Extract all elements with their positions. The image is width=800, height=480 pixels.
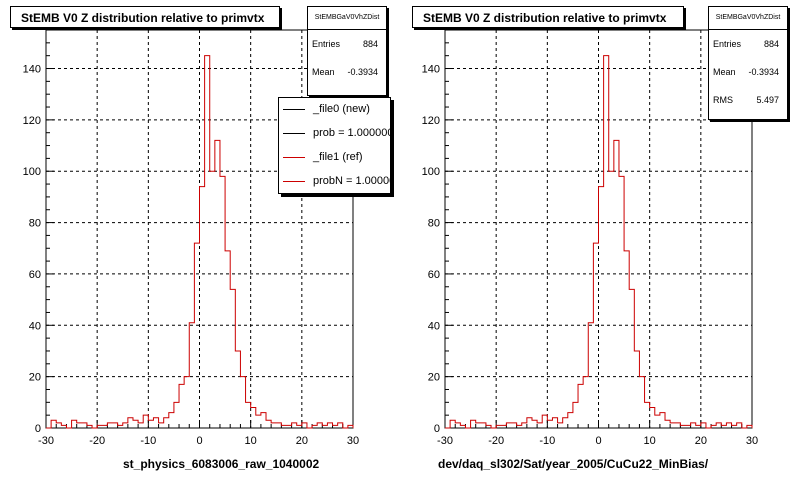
left-stats-row-entries: Entries 884: [308, 30, 386, 58]
legend-swatch: [283, 133, 305, 134]
right-x-axis-label: dev/daq_sl302/Sat/year_2005/CuCu22_MinBi…: [438, 457, 709, 471]
right-pad: -30 -20 -10 0 10 20 30 0 20 40 60 80 100 120 140 StEMB…: [400, 0, 795, 480]
right-stats-row-entries: Entries 884: [709, 30, 787, 58]
histogram-series-line: [46, 55, 354, 429]
left-plot-title: StEMB V0 Z distribution relative to prim…: [10, 6, 280, 28]
x-tick-label: 0: [196, 435, 202, 447]
y-tick-label: 140: [23, 64, 41, 76]
x-tick-label: 10: [644, 435, 656, 447]
y-tick-label: 80: [428, 218, 440, 230]
left-histogram-plot: -30 -20 -10 0 10 20 30 0 20 40 60 80 100 120 140: [23, 29, 359, 447]
left-stats-name: StEMBGaV0VhZDist: [308, 7, 386, 30]
right-stats-box: StEMBGaV0VhZDist Entries 884 Mean -0.393…: [708, 6, 788, 120]
y-tick-label: 140: [422, 64, 440, 76]
x-tick-label: 0: [595, 435, 601, 447]
x-tick-label: 10: [245, 435, 257, 447]
y-tick-label: 80: [29, 218, 41, 230]
legend-label: _file1 (ref): [313, 151, 363, 163]
y-tick-label: 40: [428, 320, 440, 332]
y-tick-label: 0: [434, 423, 440, 435]
x-tick-label: -20: [488, 435, 504, 447]
right-histogram-plot: -30 -20 -10 0 10 20 30 0 20 40 60 80 100 120 140: [422, 29, 758, 447]
x-tick-label: -30: [38, 435, 54, 447]
x-tick-label: -30: [437, 435, 453, 447]
y-tick-label: 60: [428, 269, 440, 281]
left-pad: -30 -20 -10 0 10 20 30 0 20 40 60 80 100 120 140 StEMB…: [0, 0, 395, 480]
legend-entry: _file0 (new): [279, 98, 390, 122]
stats-value: -0.3934: [748, 67, 779, 77]
legend-label: prob = 1.000000: [313, 127, 391, 139]
stats-key: Mean: [312, 67, 335, 77]
legend-swatch: [283, 157, 305, 158]
legend-label: probN = 1.000000: [313, 175, 390, 187]
y-tick-label: 120: [23, 115, 41, 127]
right-stats-row-mean: Mean -0.3934: [709, 58, 787, 86]
legend-label: _file0 (new): [313, 103, 370, 115]
y-tick-label: 100: [422, 166, 440, 178]
stats-key: Entries: [312, 39, 341, 49]
x-tick-label: 20: [695, 435, 707, 447]
legend-box: _file0 (new) prob = 1.000000 _file1 (ref…: [278, 97, 391, 194]
legend-entry: probN = 1.000000: [279, 170, 390, 193]
y-tick-label: 100: [23, 166, 41, 178]
stats-value: -0.3934: [347, 67, 378, 77]
stats-value: 5.497: [756, 95, 779, 105]
x-tick-label: 30: [347, 435, 359, 447]
x-tick-label: -10: [140, 435, 156, 447]
stats-key: Entries: [713, 39, 742, 49]
legend-entry: _file1 (ref): [279, 146, 390, 170]
y-tick-label: 40: [29, 320, 41, 332]
y-tick-label: 60: [29, 269, 41, 281]
left-x-axis-label: st_physics_6083006_raw_1040002: [123, 457, 320, 471]
legend-swatch: [283, 109, 305, 110]
x-tick-label: -10: [539, 435, 555, 447]
x-tick-label: 20: [296, 435, 308, 447]
right-stats-row-rms: RMS 5.497: [709, 86, 787, 114]
stats-value: 884: [362, 39, 378, 49]
legend-swatch: [283, 181, 305, 182]
x-tick-label: 30: [746, 435, 758, 447]
y-tick-label: 20: [428, 372, 440, 384]
histogram-series-line: [445, 55, 753, 429]
y-tick-label: 20: [29, 372, 41, 384]
left-stats-box: StEMBGaV0VhZDist Entries 884 Mean -0.393…: [307, 6, 387, 96]
stats-value: 884: [763, 39, 779, 49]
x-tick-label: -20: [89, 435, 105, 447]
stats-key: Mean: [713, 67, 736, 77]
left-stats-row-mean: Mean -0.3934: [308, 58, 386, 86]
right-stats-name: StEMBGaV0VhZDist: [709, 7, 787, 30]
right-plot-title: StEMB V0 Z distribution relative to prim…: [412, 6, 684, 28]
y-tick-label: 120: [422, 115, 440, 127]
legend-entry: prob = 1.000000: [279, 122, 390, 146]
stats-key: RMS: [713, 95, 733, 105]
y-tick-label: 0: [35, 423, 41, 435]
